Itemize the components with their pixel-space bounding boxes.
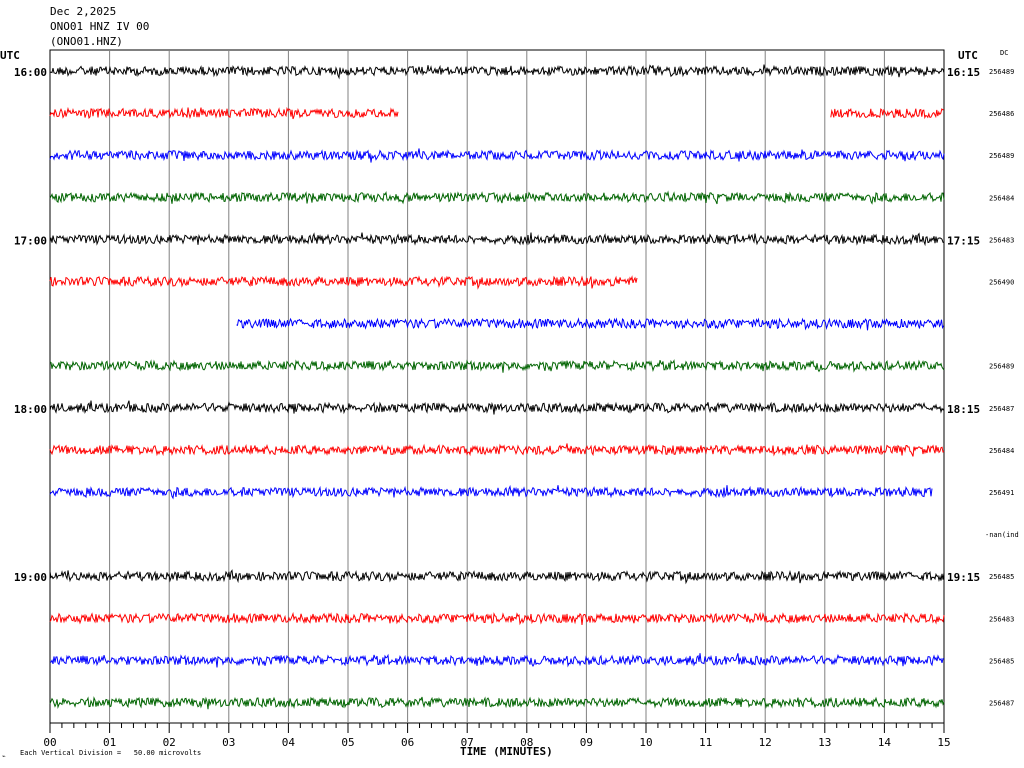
dc-offset-value: 256487 (989, 405, 1014, 413)
dc-offset-value: 256486 (989, 110, 1014, 118)
channel-code: (ONO01.HNZ) (50, 35, 123, 48)
trace-row-7-segment-0 (49, 359, 945, 373)
x-tick-label: 15 (937, 736, 950, 749)
hour-label-right: 16:15 (947, 66, 980, 79)
dc-offset-value: 256489 (989, 68, 1014, 76)
trace-row-1-segment-1 (830, 107, 944, 120)
x-tick-label: 04 (282, 736, 296, 749)
hour-label-left: 17:00 (14, 234, 47, 247)
hour-label-left: 16:00 (14, 66, 47, 79)
x-tick-label: 11 (699, 736, 712, 749)
x-tick-label: 12 (759, 736, 772, 749)
dc-offset-value: 256484 (989, 447, 1014, 455)
trace-row-9-segment-0 (49, 443, 945, 457)
time-axis: 00 01 02 03 04 05 06 07 08 09 10 11 12 13 14 15 (43, 723, 951, 749)
dc-offset-value: 256490 (989, 279, 1014, 287)
trace-row-1-segment-0 (49, 106, 399, 120)
trace-row-13-segment-0 (49, 611, 945, 626)
x-tick-label: 01 (103, 736, 116, 749)
trace-row-12-segment-0 (49, 569, 945, 585)
x-tick-label: 03 (222, 736, 235, 749)
x-tick-label: 13 (818, 736, 831, 749)
corner-logo-mark: ⌁ (2, 753, 6, 760)
station-title: ONO01 HNZ IV 00 (50, 20, 150, 33)
trace-row-15-segment-0 (49, 696, 945, 710)
dc-offset-value: 256483 (989, 236, 1014, 244)
trace-row-4-segment-0 (49, 232, 945, 247)
trace-row-8-segment-0 (49, 400, 945, 415)
plot-frame (49, 49, 945, 724)
hour-label-right: 17:15 (947, 234, 980, 247)
utc-right-label: UTC (958, 49, 978, 62)
trace-row-0-segment-0 (49, 64, 945, 80)
dc-column-label: DC (1000, 49, 1009, 57)
x-tick-label: 14 (878, 736, 892, 749)
dc-offset-value: 256485 (989, 657, 1014, 665)
row-labels: 16:00 17:00 18:00 19:00 16:15 17:15 18:15 19:15… (14, 66, 1019, 708)
trace-row-3-segment-0 (49, 190, 945, 205)
dc-offset-value: -nan(ind (985, 531, 1019, 539)
dc-offset-value: 256487 (989, 700, 1014, 708)
trace-row-10-segment-0 (49, 484, 933, 500)
trace-row-6-segment-0 (236, 317, 944, 331)
dc-offset-value: 256491 (989, 489, 1014, 497)
utc-left-label: UTC (0, 49, 20, 62)
scale-note: Each Vertical Division = 50.00 microvolt… (20, 749, 202, 757)
x-tick-label: 02 (163, 736, 176, 749)
x-tick-label: 06 (401, 736, 414, 749)
hour-label-right: 19:15 (947, 571, 980, 584)
minute-gridlines (109, 50, 885, 723)
dc-offset-value: 256483 (989, 615, 1014, 623)
x-tick-label: 09 (580, 736, 593, 749)
seismic-traces (49, 64, 945, 710)
x-tick-label: 05 (341, 736, 354, 749)
hour-label-left: 18:00 (14, 403, 47, 416)
dc-offset-value: 256485 (989, 573, 1014, 581)
x-tick-label: 10 (639, 736, 652, 749)
trace-row-14-segment-0 (49, 653, 945, 668)
trace-row-5-segment-0 (49, 275, 638, 290)
dc-offset-value: 256489 (989, 152, 1014, 160)
plot-date: Dec 2,2025 (50, 5, 117, 18)
hour-label-right: 18:15 (947, 403, 980, 416)
hour-label-left: 19:00 (14, 571, 47, 584)
x-axis-title: TIME (MINUTES) (460, 745, 553, 758)
dc-offset-value: 256484 (989, 194, 1014, 202)
x-tick-label: 07 (461, 736, 474, 749)
dc-offset-value: 256489 (989, 363, 1014, 371)
trace-row-2-segment-0 (49, 148, 945, 163)
x-tick-label: 00 (43, 736, 56, 749)
x-tick-label: 08 (520, 736, 533, 749)
